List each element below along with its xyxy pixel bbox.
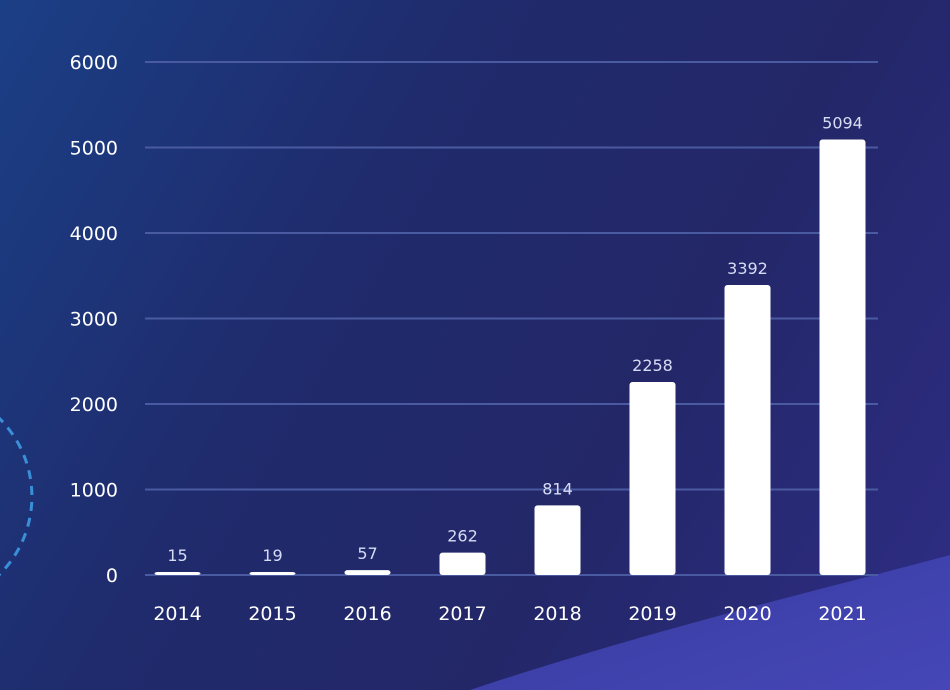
x-tick-label-2018: 2018 xyxy=(533,603,581,625)
x-axis-ticks: 2014 2015 2016 2017 2018 2019 2020 2021 xyxy=(153,603,866,625)
bar-2014 xyxy=(154,572,201,575)
bars xyxy=(154,139,866,575)
decorative-dashed-arc xyxy=(0,416,34,577)
decorative-corner-shape xyxy=(470,555,950,690)
data-label-2018: 814 xyxy=(542,479,573,498)
y-tick-label: 4000 xyxy=(70,223,118,245)
x-tick-label-2019: 2019 xyxy=(628,603,676,625)
bar-2018 xyxy=(534,505,581,575)
x-tick-label-2020: 2020 xyxy=(723,603,771,625)
y-tick-label: 2000 xyxy=(70,394,118,416)
y-tick-label: 5000 xyxy=(70,138,118,160)
y-axis-ticks: 0 1000 2000 3000 4000 5000 6000 xyxy=(70,52,118,587)
data-label-2015: 19 xyxy=(262,546,282,565)
bar-2019 xyxy=(629,381,676,575)
bar-2017 xyxy=(439,552,486,575)
bar-2016 xyxy=(344,570,391,575)
data-label-2020: 3392 xyxy=(727,259,768,278)
x-tick-label-2021: 2021 xyxy=(818,603,866,625)
y-tick-label: 1000 xyxy=(70,480,118,502)
data-label-2014: 15 xyxy=(167,546,187,565)
x-tick-label-2016: 2016 xyxy=(343,603,391,625)
y-tick-label: 3000 xyxy=(70,309,118,331)
data-label-2017: 262 xyxy=(447,527,478,546)
bar-2015 xyxy=(249,572,296,575)
y-tick-label: 6000 xyxy=(70,52,118,74)
x-tick-label-2017: 2017 xyxy=(438,603,486,625)
bar-2021 xyxy=(819,139,866,575)
bar-2020 xyxy=(724,284,771,575)
data-label-2019: 2258 xyxy=(632,356,673,375)
data-label-2021: 5094 xyxy=(822,113,863,132)
x-tick-label-2015: 2015 xyxy=(248,603,296,625)
data-label-2016: 57 xyxy=(357,544,377,563)
x-tick-label-2014: 2014 xyxy=(153,603,201,625)
data-labels: 15 19 57 262 814 2258 3392 5094 xyxy=(167,113,863,565)
y-tick-label: 0 xyxy=(106,565,118,587)
